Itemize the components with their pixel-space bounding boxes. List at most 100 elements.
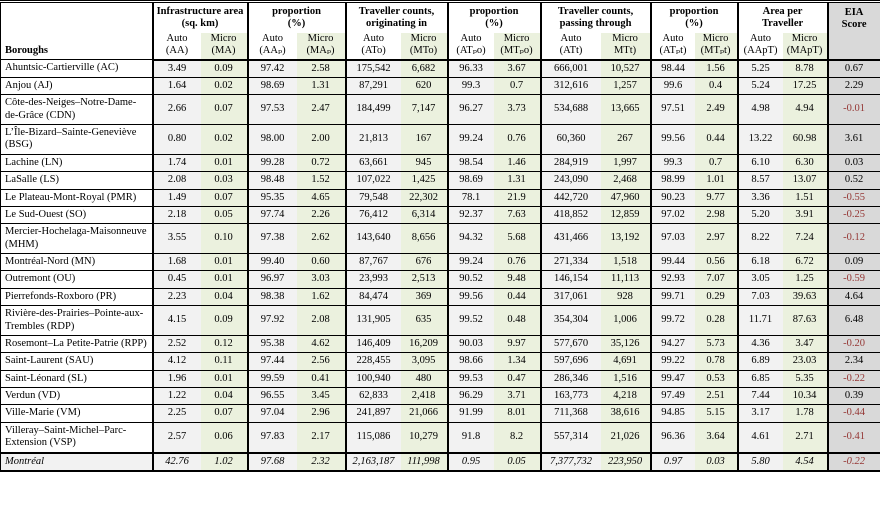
- auto-value-cell: 0.97: [649, 451, 695, 471]
- auto-value-cell: 79,548: [344, 188, 401, 207]
- micro-value-cell: 0.01: [200, 252, 248, 271]
- auto-value-cell: 97.83: [246, 421, 297, 453]
- micro-value-cell: 0.53: [694, 369, 738, 388]
- micro-value-cell: 945: [400, 153, 448, 172]
- micro-code: (MA): [211, 45, 236, 57]
- micro-value-cell: 0.44: [493, 287, 541, 306]
- micro-value-cell: 2,468: [600, 171, 651, 189]
- table-row: Rivière-des-Prairies–Pointe-aux-Trembles…: [0, 305, 880, 336]
- table-row: LaSalle (LS) 2.08 0.03 98.48 1.52 107,022 1,42…: [0, 171, 880, 189]
- auto-value-cell: 2.66: [151, 94, 201, 125]
- column-header-micro-proportion-orig: Micro (MTₚo): [493, 32, 541, 61]
- micro-value-cell: 0.09: [200, 59, 248, 78]
- auto-value-cell: 13.22: [736, 124, 783, 155]
- group-label-line1: Infrastructure area: [156, 6, 244, 17]
- micro-value-cell: 22,302: [400, 188, 448, 207]
- micro-value-cell: 7.63: [493, 205, 541, 224]
- micro-value-cell: 38,616: [600, 404, 651, 423]
- micro-value-cell: 0.09: [200, 305, 248, 336]
- micro-value-cell: 6,314: [400, 205, 448, 224]
- eia-score-cell: 0.03: [826, 153, 880, 172]
- auto-value-cell: 97.68: [246, 451, 297, 471]
- auto-code: (ATt): [559, 45, 583, 57]
- eia-score-cell: 2.34: [826, 352, 880, 371]
- auto-label: Auto: [750, 32, 772, 44]
- micro-value-cell: 4,691: [600, 352, 651, 371]
- header-group-row: Boroughs Infrastructure area (sq. km) prop…: [0, 1, 880, 61]
- auto-value-cell: 7.44: [736, 386, 783, 405]
- eia-score-cell: -0.41: [826, 421, 880, 453]
- borough-name: Le Plateau-Mont-Royal (PMR): [0, 188, 154, 207]
- micro-value-cell: 3.45: [296, 386, 346, 405]
- auto-value-cell: 184,499: [344, 94, 401, 125]
- auto-value-cell: 99.6: [649, 76, 695, 95]
- auto-value-cell: 107,022: [344, 171, 401, 189]
- auto-value-cell: 92.37: [446, 205, 494, 224]
- eia-score-cell: -0.25: [826, 205, 880, 224]
- micro-value-cell: 3,095: [400, 352, 448, 371]
- micro-value-cell: 0.01: [200, 153, 248, 172]
- auto-value-cell: 0.80: [151, 124, 201, 155]
- auto-value-cell: 3.55: [151, 223, 201, 254]
- auto-value-cell: 7.03: [736, 287, 783, 306]
- table-row: Montréal-Nord (MN) 1.68 0.01 99.40 0.60 87,76…: [0, 252, 880, 271]
- borough-name: Lachine (LN): [0, 153, 154, 172]
- micro-label: Micro: [612, 32, 638, 44]
- auto-value-cell: 4.15: [151, 305, 201, 336]
- micro-value-cell: 167: [400, 124, 448, 155]
- borough-name: Rosemont–La Petite-Patrie (RPP): [0, 334, 154, 353]
- auto-value-cell: 87,767: [344, 252, 401, 271]
- auto-value-cell: 11.71: [736, 305, 783, 336]
- micro-value-cell: 0.11: [200, 352, 248, 371]
- micro-value-cell: 0.60: [296, 252, 346, 271]
- auto-value-cell: 42.76: [151, 451, 201, 471]
- micro-value-cell: 635: [400, 305, 448, 336]
- auto-value-cell: 711,368: [539, 404, 601, 423]
- column-header-micro-counts-originating: Micro (MTo): [400, 32, 448, 61]
- micro-label: Micro: [210, 32, 237, 44]
- micro-value-cell: 0.7: [694, 153, 738, 172]
- eia-score-cell: -0.44: [826, 404, 880, 423]
- auto-value-cell: 5.24: [736, 76, 783, 95]
- micro-value-cell: 2.71: [782, 421, 828, 453]
- micro-value-cell: 0.7: [493, 76, 541, 95]
- auto-value-cell: 557,314: [539, 421, 601, 453]
- micro-value-cell: 3.91: [782, 205, 828, 224]
- micro-label: Micro: [410, 32, 437, 44]
- micro-value-cell: 5.68: [493, 223, 541, 254]
- micro-value-cell: 0.47: [493, 369, 541, 388]
- table-row: Le Plateau-Mont-Royal (PMR) 1.49 0.07 95.35…: [0, 188, 880, 207]
- eia-score-cell: 0.67: [826, 59, 880, 78]
- micro-value-cell: 0.07: [200, 404, 248, 423]
- column-header-micro-area-per-traveller: Micro (MApT): [782, 32, 828, 61]
- micro-value-cell: 47,960: [600, 188, 651, 207]
- micro-value-cell: 8.78: [782, 59, 828, 78]
- auto-value-cell: 442,720: [539, 188, 601, 207]
- borough-name: Montréal: [0, 451, 154, 471]
- group-label-line1: proportion: [272, 6, 321, 17]
- auto-value-cell: 97.53: [246, 94, 297, 125]
- micro-value-cell: 1.31: [296, 76, 346, 95]
- borough-name: Pierrefonds-Roxboro (PR): [0, 287, 154, 306]
- micro-value-cell: 8.2: [493, 421, 541, 453]
- micro-value-cell: 2.17: [296, 421, 346, 453]
- eia-score-cell: -0.22: [826, 451, 880, 471]
- column-header-micro-proportion-area: Micro (MAₚ): [296, 32, 346, 61]
- micro-value-cell: 2.00: [296, 124, 346, 155]
- micro-value-cell: 2.56: [296, 352, 346, 371]
- group-label-line2: (sq. km): [181, 18, 219, 30]
- micro-value-cell: 3.67: [493, 59, 541, 78]
- auto-value-cell: 1.64: [151, 76, 201, 95]
- micro-value-cell: 0.76: [493, 124, 541, 155]
- micro-value-cell: 0.29: [694, 287, 738, 306]
- group-label-line1: Traveller counts,: [557, 6, 634, 17]
- auto-value-cell: 98.99: [649, 171, 695, 189]
- auto-value-cell: 60,360: [539, 124, 601, 155]
- auto-value-cell: 2.25: [151, 404, 201, 423]
- micro-value-cell: 4.65: [296, 188, 346, 207]
- auto-value-cell: 4.12: [151, 352, 201, 371]
- auto-value-cell: 286,346: [539, 369, 601, 388]
- table-row: Côte-des-Neiges–Notre-Dame-de-Grâce (CDN…: [0, 94, 880, 125]
- auto-value-cell: 99.24: [446, 124, 494, 155]
- table-row: Lachine (LN) 1.74 0.01 99.28 0.72 63,661 945 98…: [0, 153, 880, 172]
